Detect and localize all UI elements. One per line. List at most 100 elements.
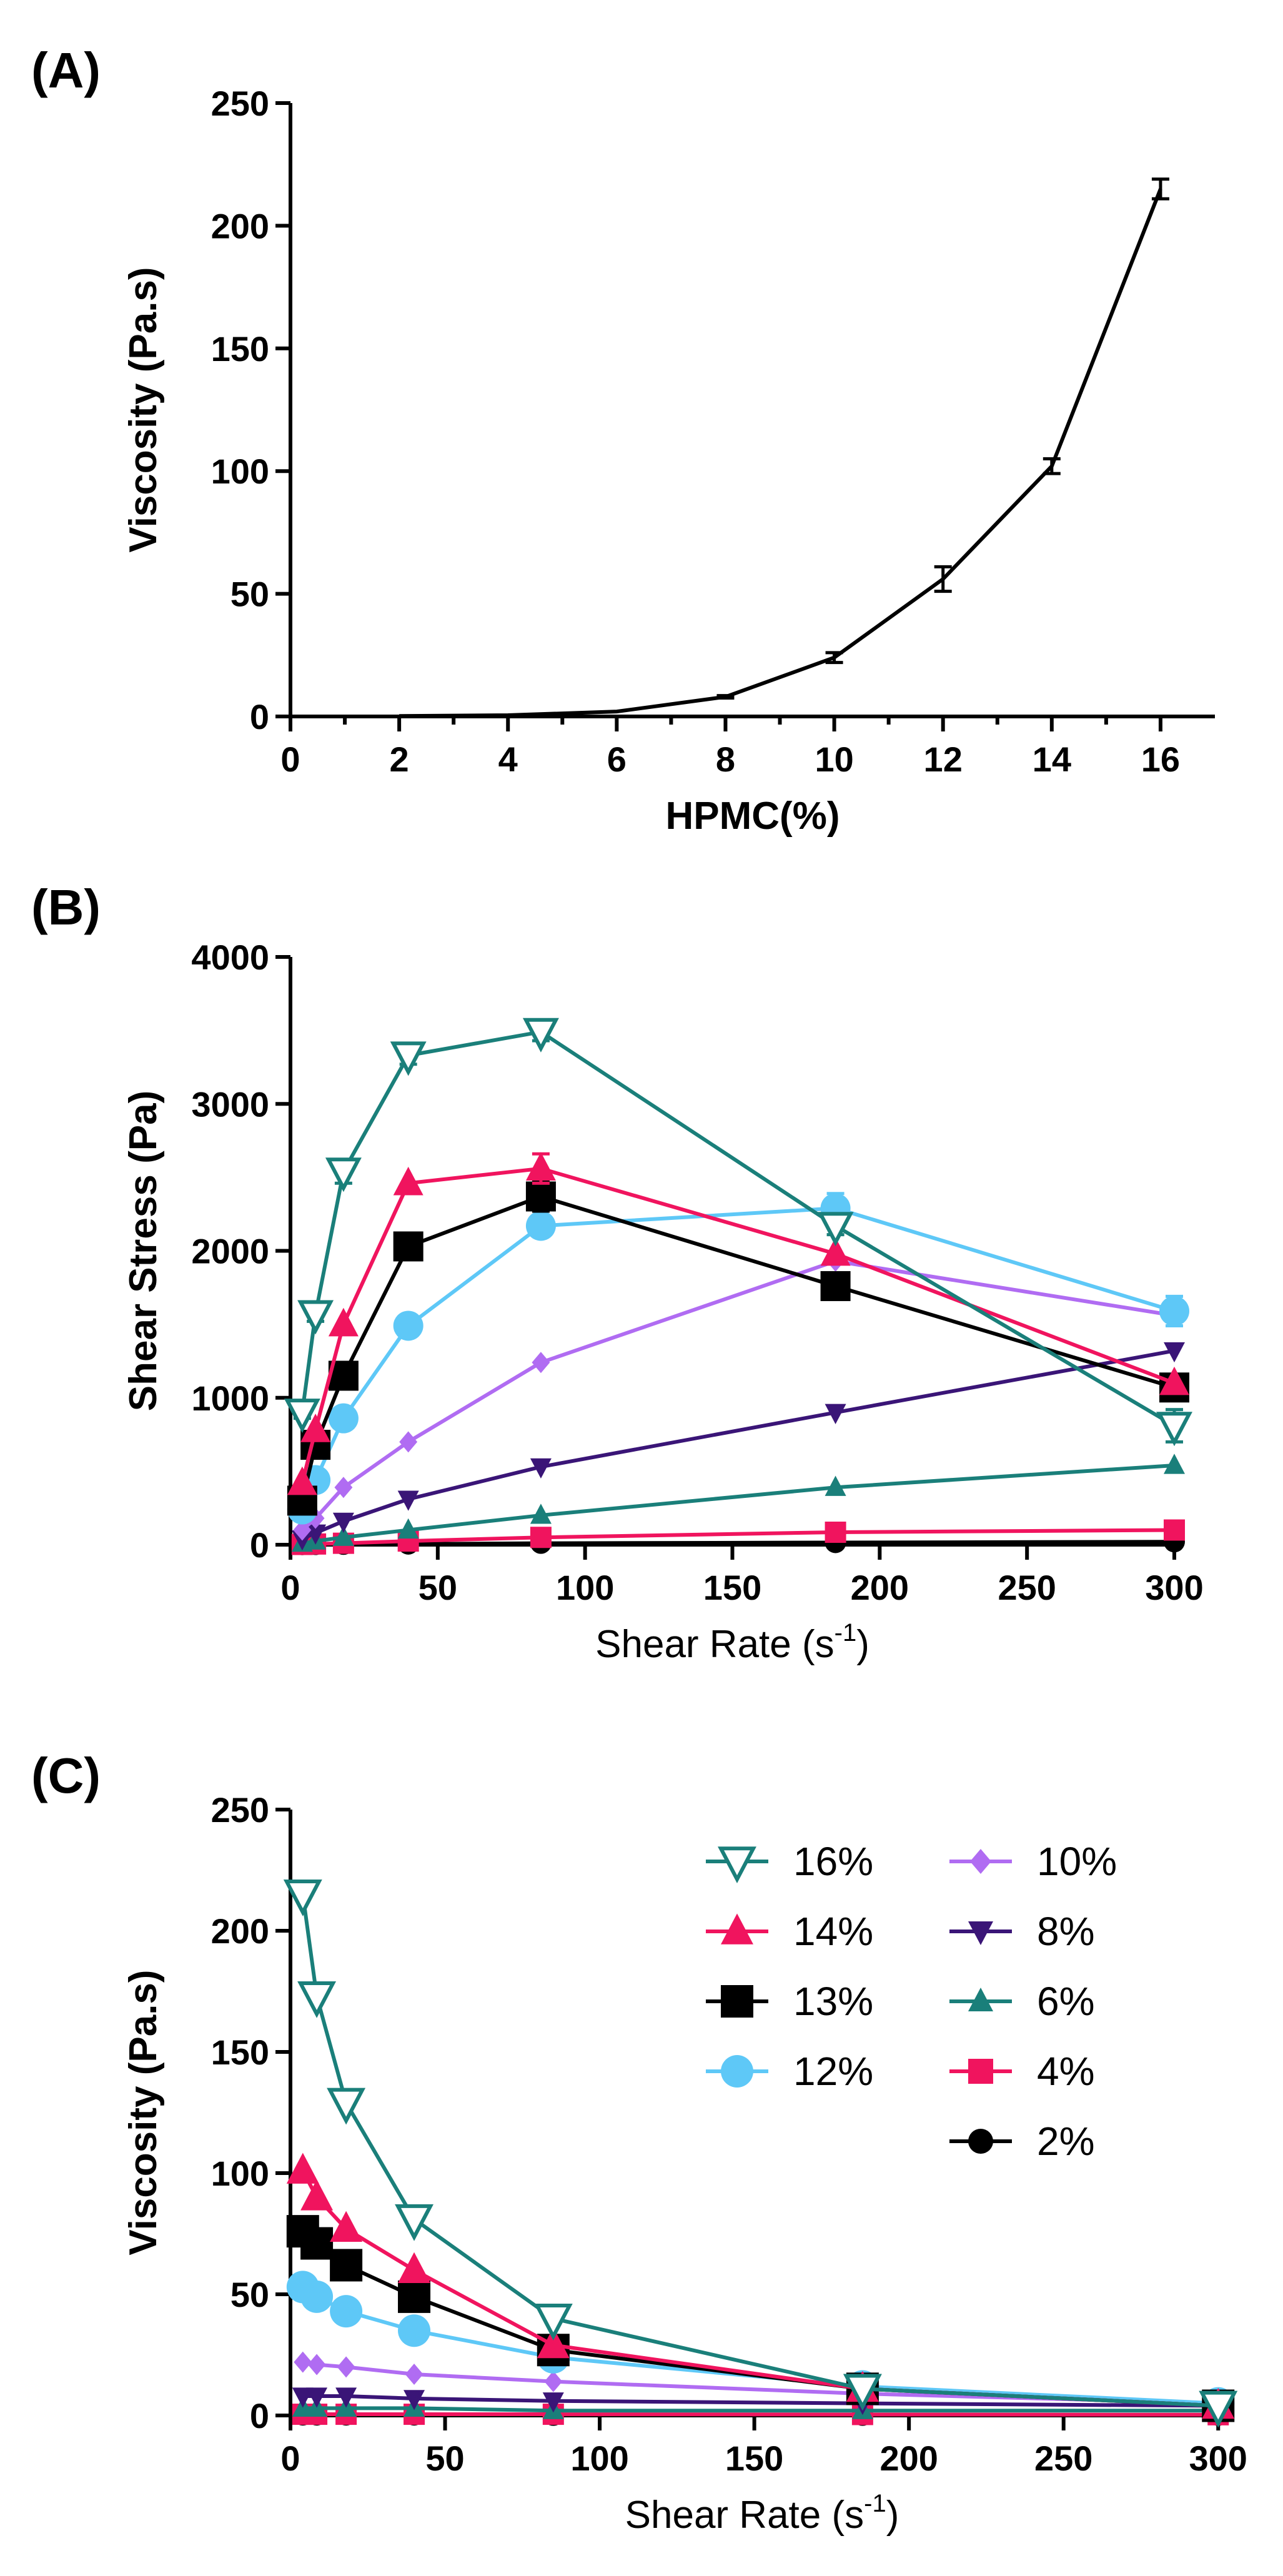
chart-a-y-tick-label: 200	[211, 206, 269, 245]
legend-label: 2%	[1037, 2119, 1095, 2164]
chart-a-y-tick-label: 50	[230, 575, 269, 614]
data-point	[398, 2252, 431, 2283]
legend-item-6pct: 6%	[949, 1979, 1095, 2024]
data-point	[1164, 1519, 1185, 1541]
chart-a-x-tick-label: 10	[815, 740, 853, 779]
legend-marker	[721, 2055, 753, 2088]
data-point	[330, 2211, 363, 2242]
data-point	[393, 1166, 424, 1196]
legend-label: 12%	[793, 2049, 873, 2094]
data-point	[820, 1271, 851, 1301]
chart-b-y-tick-label: 1000	[191, 1379, 269, 1418]
chart-c-y-tick-label: 250	[211, 1790, 269, 1830]
legend-marker	[721, 1913, 753, 1944]
data-point	[294, 2351, 312, 2373]
series-6pct	[291, 1454, 1185, 1552]
legend-label: 8%	[1037, 1909, 1095, 1954]
data-point	[1156, 1412, 1192, 1447]
series-line	[300, 1259, 1175, 1532]
series-line	[301, 1349, 1175, 1541]
data-point	[1164, 1454, 1185, 1474]
series-line	[300, 1206, 1175, 1510]
data-point	[300, 1414, 331, 1442]
legend-marker	[968, 1988, 993, 2011]
data-point	[283, 1880, 322, 1916]
data-point	[404, 2390, 425, 2410]
data-point	[833, 656, 835, 658]
data-point	[533, 2304, 573, 2341]
data-point	[292, 2387, 314, 2408]
series-4pct	[291, 1519, 1185, 1555]
data-point	[1159, 1295, 1189, 1326]
chart-b-y-tick-label: 4000	[191, 938, 269, 977]
data-point	[525, 1181, 556, 1212]
chart-c-x-tick-label: 0	[280, 2439, 300, 2478]
chart-a-y-axis-title: Viscosity (Pa.s)	[122, 267, 165, 552]
chart-c-x-tick-label: 50	[425, 2439, 464, 2478]
data-point	[284, 1399, 320, 1434]
panel-a: (A) 0 2 4 6 8 10 12 14 16 0 50 100 150 200 250 HPMC(%) V…	[31, 42, 1215, 838]
data-point	[522, 1018, 559, 1053]
legend-item-8pct: 8%	[949, 1909, 1095, 1954]
data-point	[307, 2354, 326, 2375]
panel-b: (B) 0 50 100 150 200 250 30001000200030004000S…	[31, 879, 1204, 1666]
chart-a-x-tick-label: 6	[607, 740, 627, 779]
data-point	[825, 1522, 846, 1543]
data-point	[405, 2364, 424, 2385]
data-point	[397, 1518, 419, 1539]
data-point	[1199, 2390, 1238, 2428]
chart-a-y-tick-label: 0	[250, 697, 269, 736]
chart-a-x-tick-label: 14	[1033, 740, 1071, 779]
chart-b-x-tick-label: 250	[998, 1568, 1056, 1607]
data-point	[334, 1477, 353, 1499]
data-point	[297, 1300, 334, 1335]
data-point	[300, 2179, 334, 2211]
chart-c-y-tick-label: 0	[250, 2396, 269, 2435]
data-point	[530, 1458, 552, 1479]
data-point	[507, 715, 509, 716]
series-line-viscosity	[399, 188, 1162, 718]
series-line	[301, 2229, 1219, 2408]
chart-c-y-tick-label: 50	[230, 2275, 269, 2314]
chart-a-y-tick-label: 100	[211, 452, 269, 491]
chart-a-x-tick-label: 4	[498, 740, 518, 779]
legend-marker	[718, 1846, 756, 1884]
data-point	[293, 1519, 312, 1541]
data-point	[330, 2249, 363, 2282]
panel-c-label: (C)	[31, 1748, 101, 1803]
chart-b-y-axis-title: Shear Stress (Pa)	[122, 1091, 165, 1411]
data-point	[542, 2392, 564, 2413]
data-point	[616, 711, 618, 713]
chart-a-x-tick-label: 2	[390, 740, 409, 779]
series-line	[302, 2412, 1219, 2417]
data-point	[327, 2088, 366, 2125]
series-line	[301, 2169, 1219, 2408]
chart-a-x-tick-label: 12	[924, 740, 963, 779]
series-8pct	[291, 1342, 1185, 1551]
data-point	[1159, 188, 1161, 190]
chart-b-y-tick-label: 0	[250, 1525, 269, 1565]
legend-label: 10%	[1037, 1839, 1117, 1884]
chart-a-x-tick-label: 16	[1141, 740, 1180, 779]
chart-a-y-tick-label: 250	[211, 84, 269, 123]
chart-a-y-tick-label: 150	[211, 329, 269, 369]
data-point	[1159, 1366, 1189, 1395]
legend-marker	[968, 2059, 993, 2084]
chart-c-x-tick-label: 200	[879, 2439, 938, 2478]
data-point	[843, 2374, 882, 2411]
series-line	[302, 2285, 1219, 2405]
data-point	[398, 2314, 431, 2347]
chart-a: 0 2 4 6 8 10 12 14 16 0 50 100 150 200 250 HPMC(%) Visco…	[122, 84, 1215, 838]
legend-marker	[721, 1985, 753, 2018]
chart-b-y-tick-label: 2000	[191, 1232, 269, 1271]
chart-a-axes	[275, 101, 1215, 731]
chart-a-x-tick-label: 0	[280, 740, 300, 779]
chart-b: 0 50 100 150 200 250 30001000200030004000Shear…	[122, 938, 1204, 1666]
data-point	[725, 696, 726, 698]
data-point	[306, 2387, 328, 2408]
chart-b-x-tick-label: 150	[703, 1568, 761, 1607]
legend-marker	[968, 2129, 993, 2154]
chart-b-y-tick-label: 3000	[191, 1084, 269, 1124]
data-point	[335, 2387, 357, 2408]
chart-c-x-tick-label: 100	[570, 2439, 628, 2478]
